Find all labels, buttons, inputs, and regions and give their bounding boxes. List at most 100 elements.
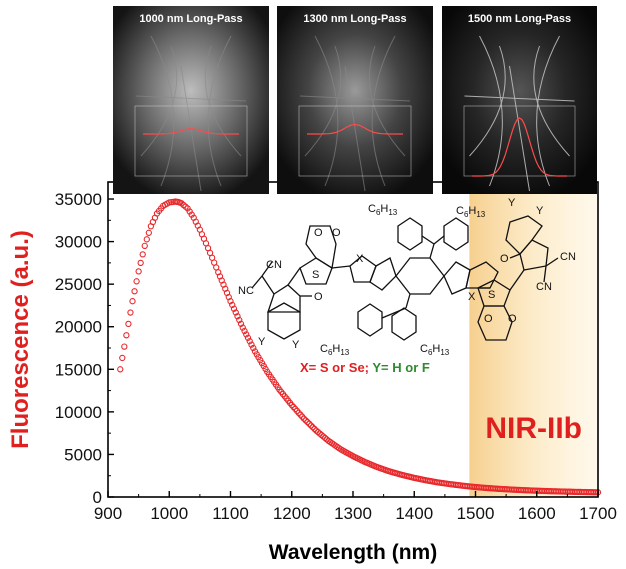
vessel xyxy=(344,65,366,192)
data-point xyxy=(131,288,138,295)
vessel xyxy=(509,65,530,192)
inset-panel-title: 1000 nm Long-Pass xyxy=(139,13,242,25)
left-cn-bond xyxy=(261,261,273,277)
vessel-lines xyxy=(135,35,247,192)
right-cn-bond-2 xyxy=(543,265,547,283)
right-benzo-ring xyxy=(505,215,543,255)
x-tick-label: 1600 xyxy=(518,504,556,523)
data-point xyxy=(232,309,239,316)
right-vinyl xyxy=(509,269,525,291)
phenyl-top-right xyxy=(443,217,469,251)
right-cyclopentane-ring xyxy=(519,239,549,271)
data-point xyxy=(125,320,132,328)
x-atom-left: X xyxy=(356,253,364,265)
data-point xyxy=(250,344,257,352)
x-tick-label: 1500 xyxy=(457,504,495,523)
link-thiophene-core xyxy=(331,265,351,269)
data-point xyxy=(135,268,142,275)
y-tick-label: 5000 xyxy=(64,445,102,464)
profile-box xyxy=(298,105,412,177)
vessel xyxy=(204,45,242,157)
left-nc-bond xyxy=(251,275,263,289)
sp3-bond-bottom-left xyxy=(381,307,407,319)
x-atom-right: X xyxy=(468,291,476,303)
x-tick-label: 1400 xyxy=(395,504,433,523)
inset-image xyxy=(442,6,597,194)
data-point xyxy=(229,301,236,309)
phenyl-bottom-left xyxy=(357,303,383,337)
data-point xyxy=(227,298,234,305)
right-carbonyl xyxy=(509,253,521,259)
y-tick-label: 20000 xyxy=(55,318,102,337)
vessel xyxy=(533,45,570,157)
y-atom-top-left: Y xyxy=(508,197,516,209)
y-tick-label: 0 xyxy=(93,488,102,507)
sulfur-atom-right: S xyxy=(488,289,495,301)
data-point xyxy=(121,343,128,350)
y-tick-label: 25000 xyxy=(55,275,102,294)
vessel-lines xyxy=(299,35,411,192)
data-point xyxy=(307,422,315,429)
inset-panel: 1300 nm Long-Pass xyxy=(277,6,433,194)
oxygen-atom-3: O xyxy=(484,313,493,325)
data-point xyxy=(311,425,318,433)
x-tick-label: 1100 xyxy=(212,504,249,523)
x-tick-label: 1300 xyxy=(334,504,372,523)
data-point xyxy=(133,278,140,285)
axes: 900 1000 1100 1200 1300 1400 1500 1600 1700 0 5000… xyxy=(55,181,617,523)
left-benzo-ring xyxy=(267,302,301,340)
y-atom-top-right: Y xyxy=(536,205,544,217)
data-point xyxy=(137,259,144,267)
data-point xyxy=(309,424,316,431)
y-atom-right: Y xyxy=(292,339,300,351)
data-point xyxy=(127,309,134,316)
data-point xyxy=(239,324,246,331)
data-point xyxy=(145,229,152,236)
y-tick-label: 10000 xyxy=(55,403,102,422)
data-point xyxy=(230,305,238,312)
inset-image xyxy=(113,6,269,194)
oxygen-atom-1: O xyxy=(314,227,323,239)
core-central-benzene xyxy=(395,257,445,295)
y-tick-label: 30000 xyxy=(55,233,102,252)
inset-panel-title: 1500 nm Long-Pass xyxy=(468,13,571,25)
cyano-label-left: CN xyxy=(266,259,282,271)
left-cyclopentane-ring xyxy=(267,284,301,313)
structure-legend: X= S or Se; Y= H or F xyxy=(300,360,430,375)
x-tick-label: 1200 xyxy=(273,504,311,523)
y-atom-left: Y xyxy=(258,336,266,348)
oxygen-atom-2: O xyxy=(332,227,341,239)
vessel xyxy=(371,35,396,187)
sulfur-atom-left: S xyxy=(312,269,319,281)
phenyl-top-left xyxy=(397,217,423,251)
vessel xyxy=(314,35,339,187)
data-point xyxy=(119,354,126,362)
sp3-bond-top-left xyxy=(421,235,435,245)
y-tick-label: 15000 xyxy=(55,360,102,379)
data-point xyxy=(302,417,309,424)
hexyl-label-top-left: C6H13 xyxy=(368,203,398,217)
data-point xyxy=(236,316,243,324)
inset-panel: 1000 nm Long-Pass xyxy=(113,6,269,194)
data-point xyxy=(241,327,248,335)
data-point xyxy=(123,332,130,339)
x-tick-label: 1700 xyxy=(579,504,617,523)
data-point xyxy=(248,341,255,348)
vessel xyxy=(135,95,247,102)
vessel xyxy=(536,35,560,187)
left-vinyl-2 xyxy=(261,275,275,295)
nc-label-left: NC xyxy=(238,285,254,297)
data-point xyxy=(143,236,150,243)
vessel xyxy=(299,95,411,102)
core-right-ring xyxy=(443,261,471,295)
profile-box xyxy=(463,105,576,177)
data-point xyxy=(306,420,313,427)
cyano-label-right-1: CN xyxy=(560,251,576,263)
vessel xyxy=(207,35,232,187)
left-thiophene xyxy=(299,257,333,285)
series-points xyxy=(117,198,602,496)
vessel xyxy=(464,95,575,102)
hexyl-label-bottom-right: C6H13 xyxy=(420,343,450,357)
profile-box xyxy=(134,105,248,177)
data-point xyxy=(244,334,252,341)
